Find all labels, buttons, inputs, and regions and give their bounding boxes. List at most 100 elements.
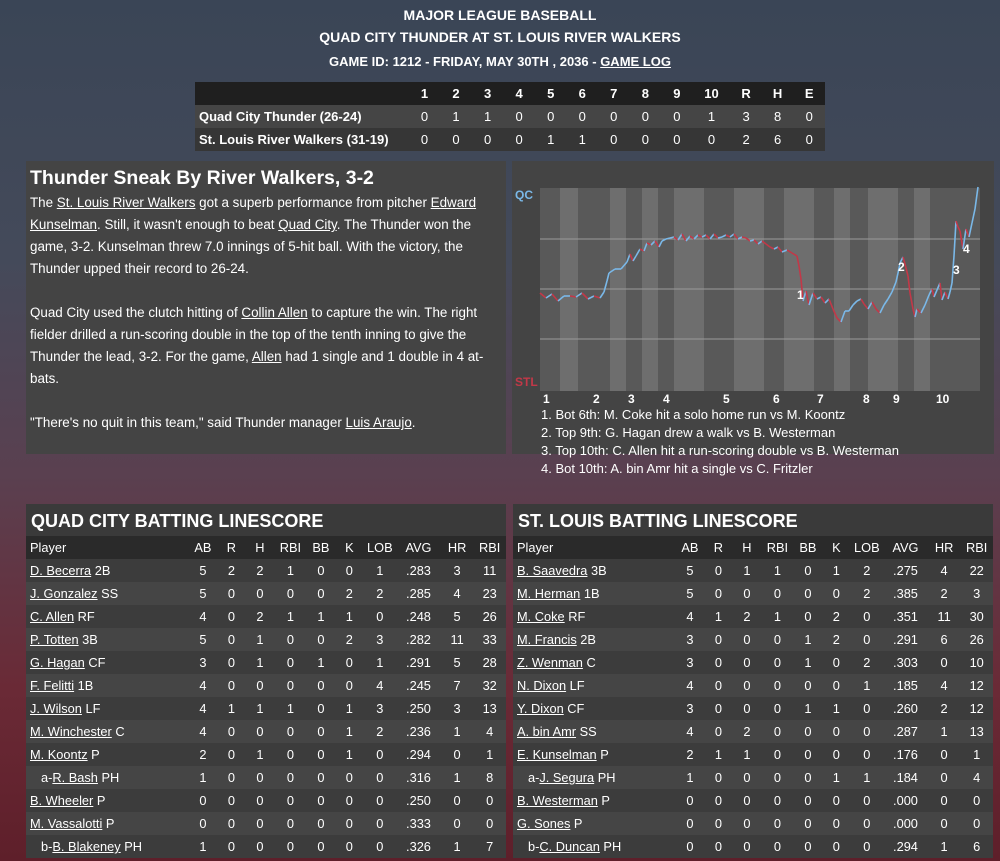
player-link[interactable]: D. Becerra [30, 563, 92, 578]
win-probability-segment [944, 291, 949, 300]
stat-cell: 4 [440, 582, 474, 605]
stat-cell: 0 [793, 812, 823, 835]
linescore-header-cell: 8 [629, 82, 662, 105]
player-position: P [102, 816, 115, 831]
team-name[interactable]: St. Louis River Walkers (31-19) [195, 128, 409, 151]
batting-header-cell: RBI [761, 536, 794, 559]
matchup-title: QUAD CITY THUNDER AT ST. LOUIS RIVER WAL… [319, 29, 681, 45]
win-probability-segment [705, 234, 711, 240]
player-link[interactable]: J. Wilson [30, 701, 82, 716]
stat-cell: 1 [274, 697, 307, 720]
player-link[interactable]: M. Winchester [30, 724, 112, 739]
stat-cell: 0 [850, 835, 884, 858]
stat-cell: 3 [440, 559, 474, 582]
batter-cell: M. Herman 1B [513, 582, 676, 605]
player-link[interactable]: B. Westerman [517, 793, 598, 808]
player-link[interactable]: J. Gonzalez [30, 586, 98, 601]
story-link[interactable]: Quad City [278, 217, 337, 232]
player-link[interactable]: M. Francis [517, 632, 577, 647]
stat-cell: 0 [793, 582, 823, 605]
stat-cell: 3 [675, 628, 705, 651]
player-link[interactable]: G. Sones [517, 816, 571, 831]
batter-row: M. Vassalotti P 0 0 0 0 0 0 0.333 0 0 [26, 812, 506, 835]
story-link[interactable]: Collin Allen [241, 305, 308, 320]
player-link[interactable]: B. Blakeney [52, 839, 121, 854]
player-link[interactable]: P. Totten [30, 632, 79, 647]
stat-cell: .316 [396, 766, 441, 789]
player-link[interactable]: J. Segura [539, 770, 595, 785]
stat-cell: 0 [761, 743, 794, 766]
win-probability-segment [721, 234, 727, 238]
player-link[interactable]: C. Allen [30, 609, 75, 624]
stat-cell: 0 [440, 812, 474, 835]
batting-header-cell: BB [793, 536, 823, 559]
stat-cell: 1 [732, 559, 762, 582]
batter-cell: M. Winchester C [26, 720, 189, 743]
win-probability-segment [581, 292, 589, 300]
stat-cell: 33 [473, 628, 506, 651]
player-link[interactable]: G. Hagan [30, 655, 85, 670]
game-log-link[interactable]: GAME LOG [600, 54, 671, 69]
player-position: CF [84, 655, 106, 670]
stat-cell: 0 [732, 651, 762, 674]
linescore-cell: 0 [503, 105, 535, 128]
batter-cell: J. Wilson LF [26, 697, 189, 720]
stat-cell: 0 [245, 720, 275, 743]
stat-cell: 0 [675, 835, 705, 858]
player-link[interactable]: M. Coke [517, 609, 565, 624]
batter-row: M. Koontz P 2 0 1 0 0 1 0.294 0 1 [26, 743, 506, 766]
win-probability-segment [848, 304, 854, 312]
win-probability-segment [539, 292, 547, 299]
stat-cell: 0 [363, 605, 397, 628]
linescore-cell: 3 [730, 105, 762, 128]
linescore-header-cell: 4 [503, 82, 535, 105]
win-probability-segment [953, 220, 957, 257]
stat-cell: .260 [883, 697, 928, 720]
win-probability-segment [916, 308, 922, 314]
batter-row: J. Gonzalez SS 5 0 0 0 0 2 2.285 4 23 [26, 582, 506, 605]
batting-header-cell: AVG [883, 536, 928, 559]
league-title: MAJOR LEAGUE BASEBALL [403, 7, 597, 23]
player-link[interactable]: C. Duncan [539, 839, 600, 854]
stat-cell: .294 [883, 835, 928, 858]
player-link[interactable]: Z. Wenman [517, 655, 583, 670]
player-link[interactable]: F. Felitti [30, 678, 75, 693]
player-link[interactable]: M. Vassalotti [30, 816, 103, 831]
player-link[interactable]: E. Kunselman [517, 747, 597, 762]
player-link[interactable]: M. Herman [517, 586, 581, 601]
stat-cell: 5 [440, 651, 474, 674]
stat-cell: 0 [822, 743, 851, 766]
player-link[interactable]: Y. Dixon [517, 701, 564, 716]
win-probability-notes: 1. Bot 6th: M. Coke hit a solo home run … [541, 406, 899, 478]
player-link[interactable]: M. Koontz [30, 747, 88, 762]
stat-cell: 0 [761, 766, 794, 789]
team-name[interactable]: Quad City Thunder (26-24) [195, 105, 409, 128]
stat-cell: .285 [396, 582, 441, 605]
player-link[interactable]: B. Saavedra [517, 563, 588, 578]
batter-cell: F. Felitti 1B [26, 674, 189, 697]
story-link[interactable]: Luis Araujo [345, 415, 412, 430]
player-link[interactable]: N. Dixon [517, 678, 567, 693]
win-probability-segment [587, 295, 595, 300]
story-link[interactable]: Allen [251, 349, 282, 364]
stat-cell: 3 [675, 651, 705, 674]
stat-cell: 7 [473, 835, 506, 858]
story-link[interactable]: St. Louis River Walkers [56, 195, 196, 210]
batter-cell: A. bin Amr SS [513, 720, 676, 743]
story-link[interactable]: Edward Kunselman [30, 195, 477, 232]
win-probability-segment [909, 292, 914, 310]
player-link[interactable]: B. Wheeler [30, 793, 94, 808]
win-probability-segment [665, 237, 671, 240]
win-probability-segment [832, 308, 838, 319]
stat-cell: 0 [363, 789, 397, 812]
linescore-cell: 0 [692, 128, 731, 151]
batter-cell: M. Francis 2B [513, 628, 676, 651]
stat-cell: 0 [306, 766, 336, 789]
win-probability-segment [629, 253, 634, 262]
batting-header-cell: K [335, 536, 364, 559]
player-link[interactable]: R. Bash [52, 770, 98, 785]
stat-cell: 3 [440, 697, 474, 720]
stat-cell: 0 [927, 766, 961, 789]
stat-cell: 4 [188, 674, 218, 697]
player-link[interactable]: A. bin Amr [517, 724, 577, 739]
